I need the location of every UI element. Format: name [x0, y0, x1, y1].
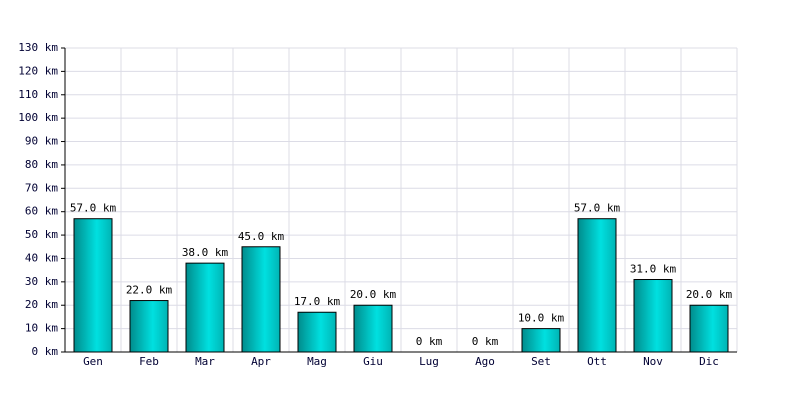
bar [297, 311, 337, 353]
x-tick-label: Apr [251, 355, 271, 368]
x-tick-label: Set [531, 355, 551, 368]
bar [185, 262, 225, 353]
y-tick-label: 20 km [25, 298, 58, 311]
data-label: 0 km [472, 335, 499, 348]
x-tick-label: Lug [419, 355, 439, 368]
data-label: 20.0 km [686, 288, 733, 301]
x-tick-label: Ago [475, 355, 495, 368]
data-label: 0 km [416, 335, 443, 348]
data-label: 10.0 km [518, 312, 565, 325]
bar [577, 218, 617, 353]
data-label: 20.0 km [350, 288, 397, 301]
y-tick-label: 0 km [32, 345, 59, 358]
data-label: 31.0 km [630, 263, 677, 276]
bar [689, 304, 729, 353]
x-tick-label: Ott [587, 355, 607, 368]
bar [353, 304, 393, 353]
bar [521, 328, 561, 353]
y-tick-label: 130 km [18, 41, 58, 54]
bar [129, 300, 169, 353]
y-tick-label: 120 km [18, 64, 58, 77]
x-tick-label: Mag [307, 355, 327, 368]
y-tick-label: 80 km [25, 158, 58, 171]
x-tick-label: Dic [699, 355, 719, 368]
y-tick-label: 100 km [18, 111, 58, 124]
y-tick-label: 90 km [25, 135, 58, 148]
x-tick-label: Feb [139, 355, 159, 368]
bar [633, 279, 673, 353]
y-tick-label: 10 km [25, 322, 58, 335]
bar [73, 218, 113, 353]
data-label: 57.0 km [70, 202, 117, 215]
y-tick-label: 110 km [18, 88, 58, 101]
data-label: 22.0 km [126, 284, 173, 297]
x-tick-label: Giu [363, 355, 383, 368]
data-label: 45.0 km [238, 230, 285, 243]
y-tick-label: 50 km [25, 228, 58, 241]
bar [241, 246, 281, 353]
y-tick-label: 40 km [25, 251, 58, 264]
data-label: 17.0 km [294, 295, 341, 308]
data-label: 57.0 km [574, 202, 621, 215]
x-tick-label: Mar [195, 355, 215, 368]
y-tick-label: 70 km [25, 181, 58, 194]
data-label: 38.0 km [182, 246, 229, 259]
y-tick-label: 60 km [25, 205, 58, 218]
y-tick-label: 30 km [25, 275, 58, 288]
x-tick-label: Nov [643, 355, 663, 368]
x-tick-label: Gen [83, 355, 103, 368]
